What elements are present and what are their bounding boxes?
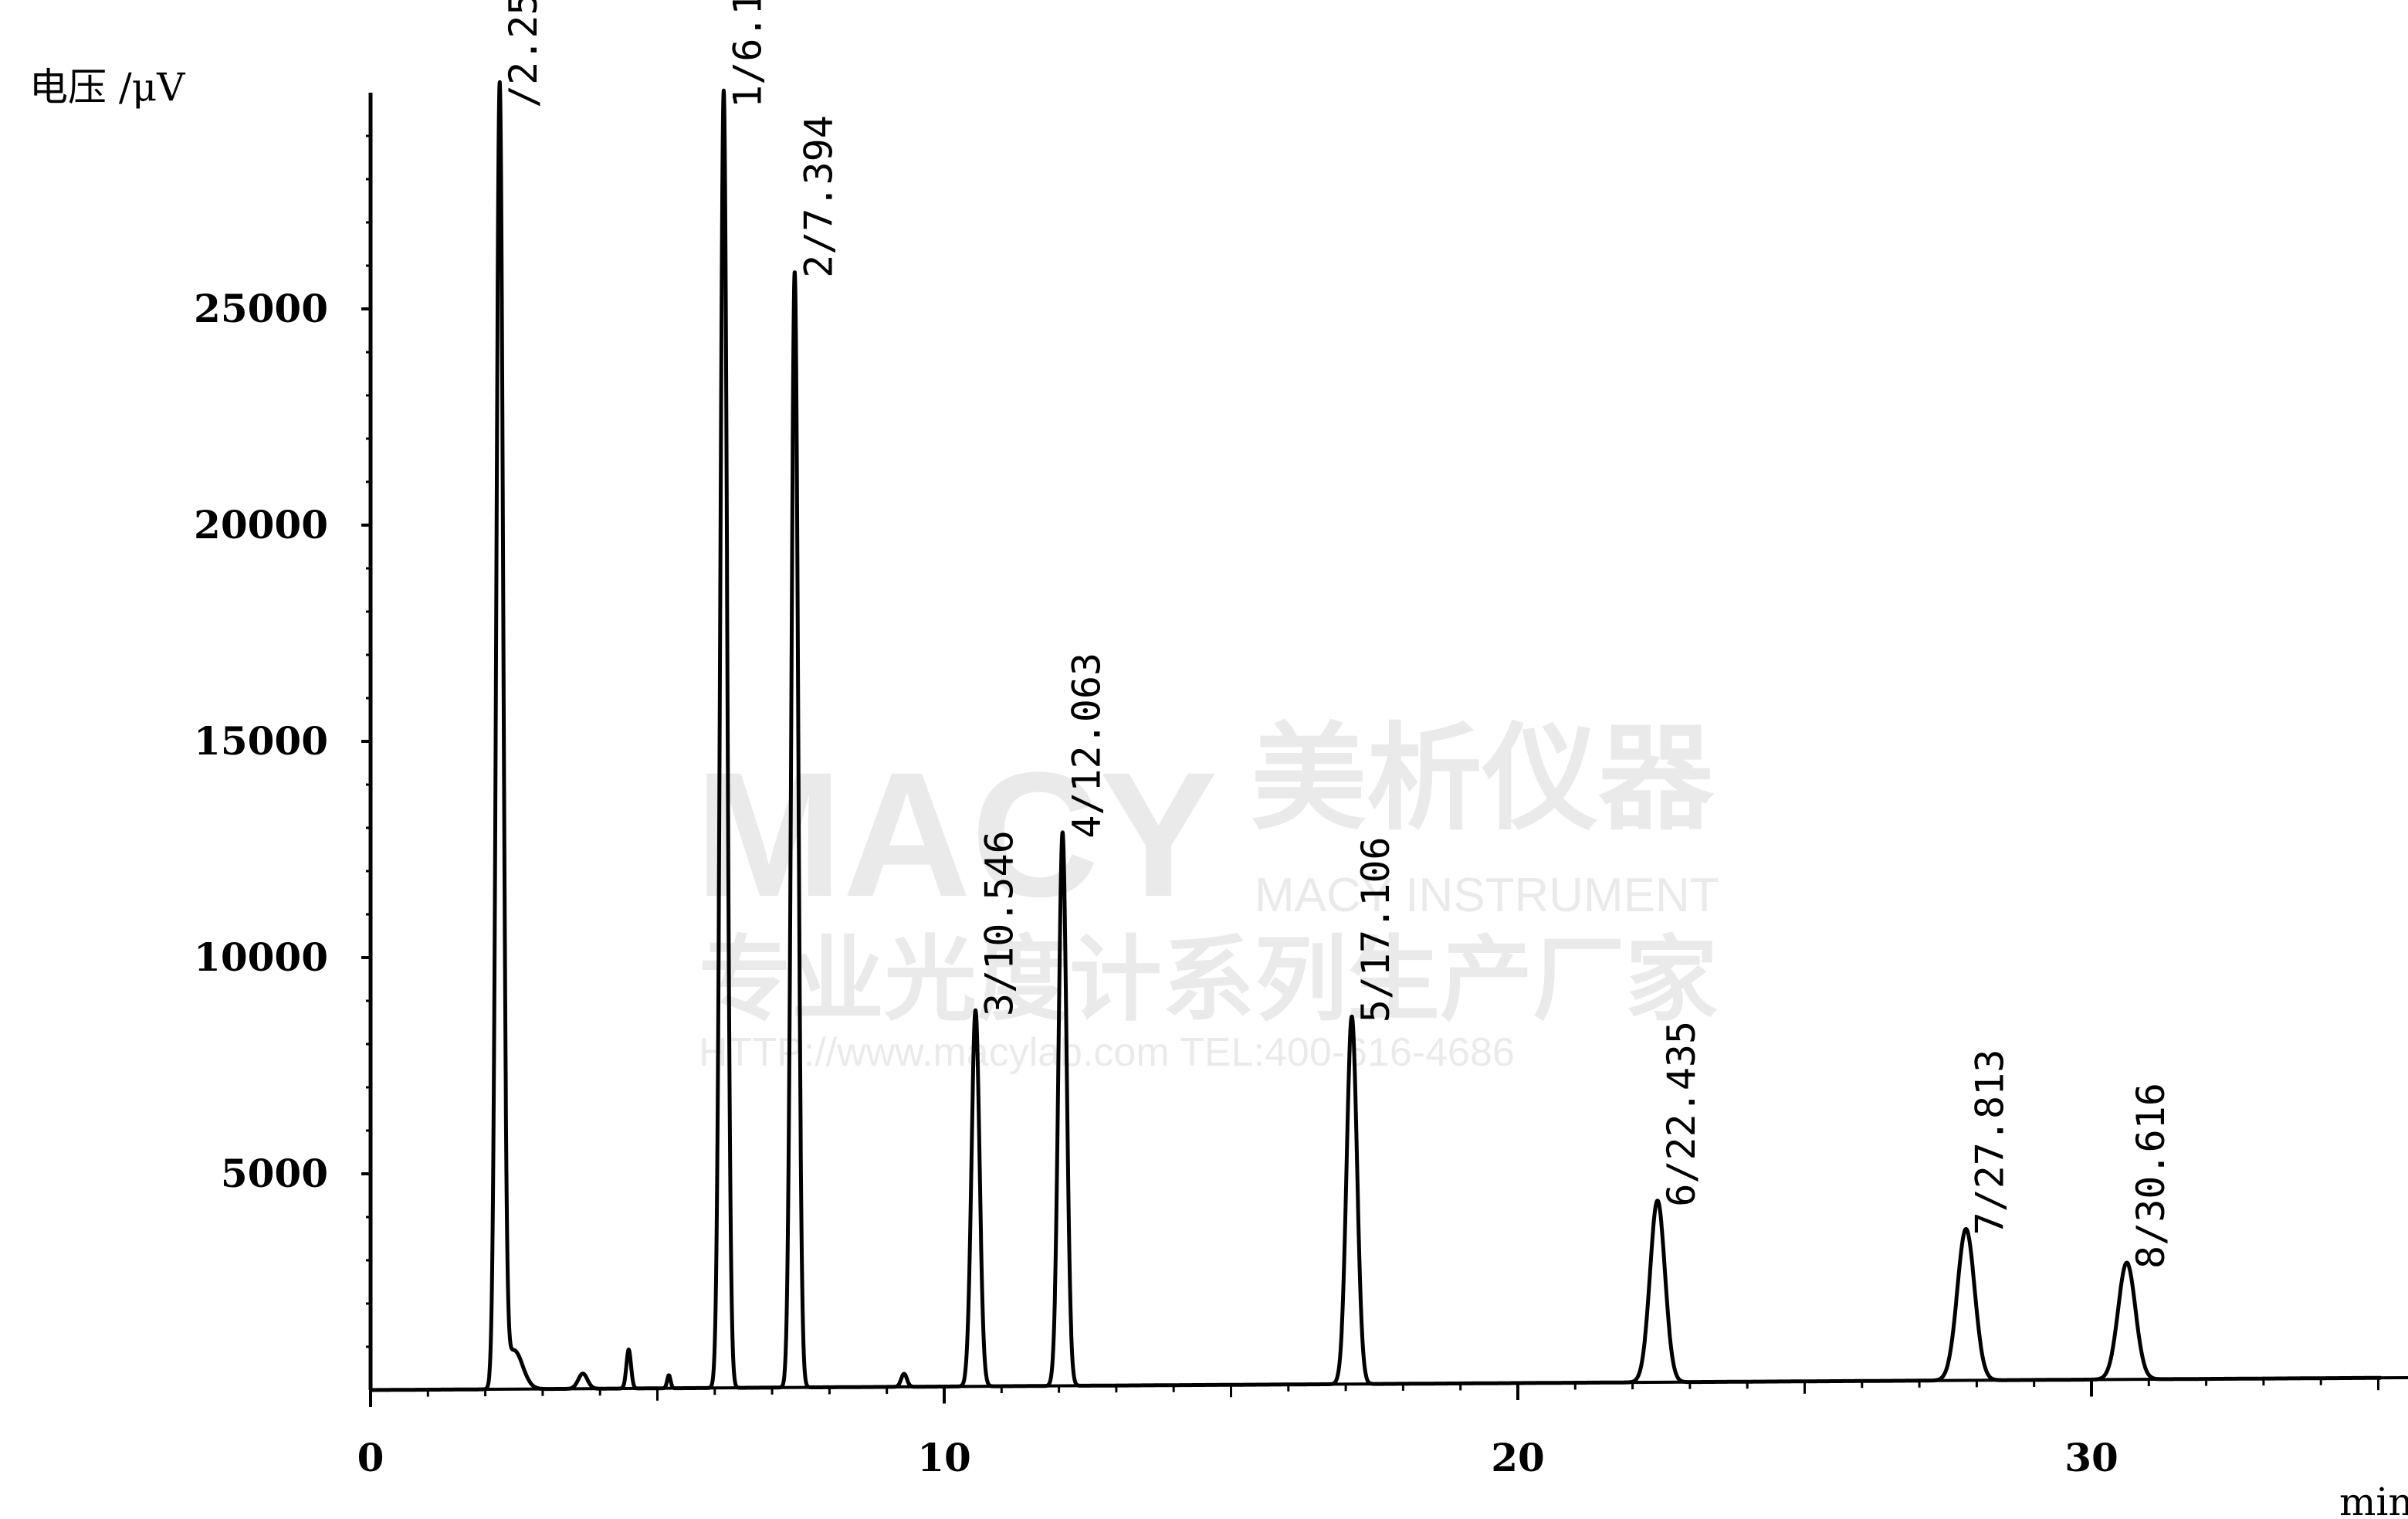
x-tick-label: 10 xyxy=(917,1435,971,1480)
peak-label: /2.251 xyxy=(501,0,546,108)
watermark-brand-en: MACY INSTRUMENT xyxy=(1255,869,1719,922)
y-tick-label: 10000 xyxy=(194,934,328,980)
watermark-slogan: 专业光度计系列生产厂家 xyxy=(699,927,1718,1034)
peak-label: 6/22.435 xyxy=(1659,1021,1704,1207)
y-axis-ticks: 5000 10000 15000 20000 25000 xyxy=(194,134,371,1348)
peak-labels: /2.251 1/6.156 2/7.394 3/10.546 4/12.063 5/17… xyxy=(501,0,2173,1269)
peak-label: 3/10.546 xyxy=(977,830,1022,1016)
peak-label: 4/12.063 xyxy=(1064,653,1109,839)
y-tick-label: 25000 xyxy=(194,286,328,331)
peak-label: 8/30.616 xyxy=(2129,1083,2173,1269)
peak-label: 7/27.813 xyxy=(1968,1049,2013,1236)
watermark-logo: MACY xyxy=(695,735,1218,934)
x-axis-label: min xyxy=(2339,1480,2408,1519)
x-axis-ticks: 0 10 20 30 xyxy=(357,1378,2379,1480)
x-tick-label: 30 xyxy=(2064,1435,2118,1480)
peak-label: 2/7.394 xyxy=(796,115,841,278)
chromatogram-trace xyxy=(368,80,2383,1392)
y-tick-label: 20000 xyxy=(194,502,328,548)
peak-label: 5/17.106 xyxy=(1353,836,1398,1022)
x-tick-label: 0 xyxy=(357,1435,384,1480)
y-tick-label: 5000 xyxy=(221,1151,328,1196)
y-axis-label: 电压 /μV xyxy=(29,65,185,110)
watermark-contact: HTTP://www.macylab.com TEL:400-616-4686 xyxy=(699,1030,1515,1075)
peak-label: 1/6.156 xyxy=(725,0,770,108)
watermark-brand-cn: 美析仪器 xyxy=(1251,712,1715,846)
watermark: MACY 美析仪器 MACY INSTRUMENT 专业光度计系列生产厂家 HT… xyxy=(695,712,1719,1075)
x-tick-label: 20 xyxy=(1491,1435,1545,1480)
y-tick-label: 15000 xyxy=(194,718,328,764)
